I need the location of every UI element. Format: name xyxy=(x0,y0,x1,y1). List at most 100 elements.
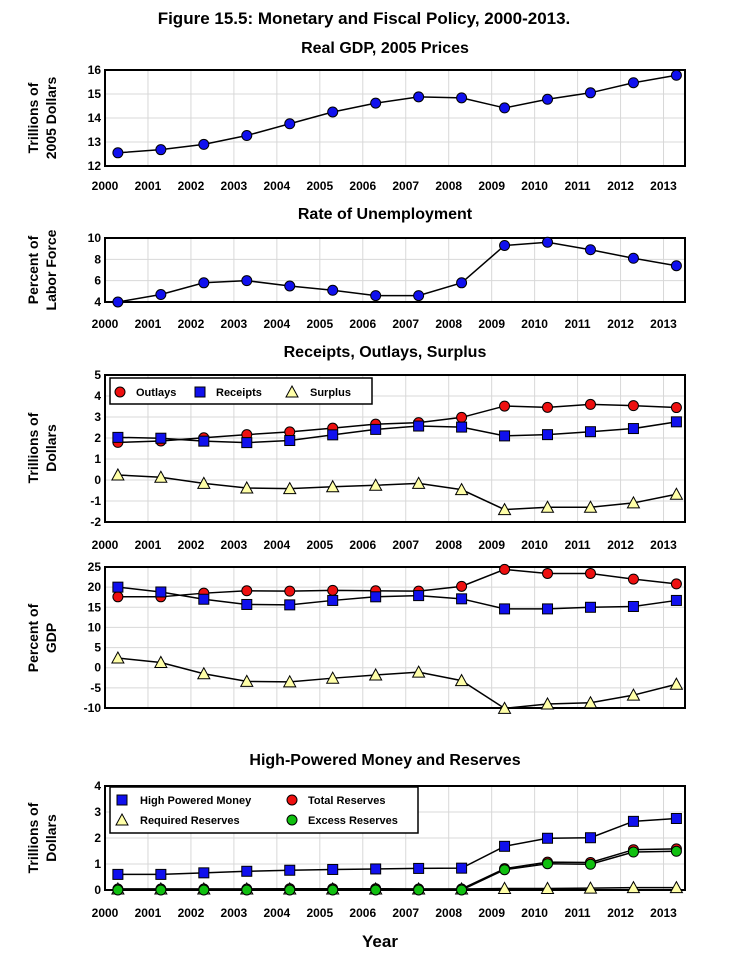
y-axis-label-line: Trillions of xyxy=(25,82,41,153)
data-point xyxy=(327,584,339,596)
data-point xyxy=(413,420,425,432)
data-point xyxy=(583,500,598,513)
y-tick-label: 0 xyxy=(94,473,101,487)
y-tick-label: 10 xyxy=(88,231,102,245)
x-tick-label: 2011 xyxy=(565,538,591,552)
data-point xyxy=(368,478,383,491)
data-point xyxy=(627,252,639,264)
y-axis-label: Percent of GDP xyxy=(25,603,59,672)
data-point xyxy=(284,280,296,292)
legend-box xyxy=(109,786,419,834)
data-point xyxy=(241,585,253,597)
x-tick-label: 2002 xyxy=(178,179,205,193)
data-point xyxy=(241,130,253,142)
data-point xyxy=(239,480,254,494)
data-point xyxy=(198,593,210,605)
y-tick-label: 15 xyxy=(88,600,102,614)
data-point xyxy=(499,102,511,114)
data-point xyxy=(112,884,124,896)
data-point xyxy=(627,423,639,435)
legend-label: Required Reserves xyxy=(140,815,240,827)
data-point xyxy=(327,863,339,875)
x-tick-label: 2005 xyxy=(306,538,333,552)
figure-title: Figure 15.5: Monetary and Fiscal Policy,… xyxy=(158,9,571,28)
data-point xyxy=(284,585,296,597)
legend-label: Surplus xyxy=(310,387,351,399)
x-tick-label: 2002 xyxy=(178,317,205,331)
x-tick-label: 2000 xyxy=(92,179,119,193)
y-axis-label-line: Labor Force xyxy=(43,229,59,310)
x-tick-label: 2005 xyxy=(306,317,333,331)
data-point xyxy=(241,275,253,287)
data-point xyxy=(669,487,684,500)
legend-marker xyxy=(286,794,298,806)
data-point xyxy=(499,864,511,876)
data-point xyxy=(542,429,554,441)
data-point xyxy=(327,594,339,606)
series-line-2 xyxy=(117,586,677,610)
data-point xyxy=(155,144,167,156)
y-tick-label: 1 xyxy=(94,452,101,466)
chart-title: Receipts, Outlays, Surplus xyxy=(284,344,487,361)
chart-panel-3: -2 -1 0 1 2 3 4 5 2000 2001 2002 2003 2004 2005 2006 20… xyxy=(25,344,686,552)
chart-title: Real GDP, 2005 Prices xyxy=(301,40,469,57)
y-tick-label: 8 xyxy=(94,252,101,266)
y-tick-label: 0 xyxy=(94,883,101,897)
data-point xyxy=(155,289,167,301)
data-point xyxy=(627,600,639,612)
y-tick-label: 20 xyxy=(88,580,102,594)
data-point xyxy=(670,845,682,857)
data-point xyxy=(368,667,383,681)
data-point xyxy=(542,401,554,413)
data-point xyxy=(327,284,339,296)
data-point xyxy=(370,97,382,109)
legend-label: Excess Reserves xyxy=(308,815,398,827)
y-axis-label: Trillions of Dollars xyxy=(25,412,59,483)
data-point xyxy=(670,578,682,590)
legend-box xyxy=(109,377,373,405)
y-tick-label: 14 xyxy=(88,111,102,125)
series-line-3 xyxy=(117,886,677,890)
plot-area xyxy=(105,238,685,302)
data-point xyxy=(627,573,639,585)
x-tick-label: 2013 xyxy=(650,538,677,552)
chart-panel-5: 0 1 2 3 4 2000 2001 2002 2003 2004 2005 2006 2007 200… xyxy=(25,752,686,920)
data-point xyxy=(584,87,596,99)
data-point xyxy=(456,862,468,874)
data-point xyxy=(112,868,124,880)
data-point xyxy=(284,599,296,611)
data-point xyxy=(198,435,210,447)
x-tick-label: 2010 xyxy=(521,906,548,920)
legend-marker xyxy=(194,386,206,398)
x-tick-label: 2000 xyxy=(92,317,119,331)
chart-panel-2: 4 6 8 10 2000 2001 2002 2003 2004 2005 2006 2007 200… xyxy=(25,206,686,331)
data-point xyxy=(584,858,596,870)
data-point xyxy=(112,147,124,159)
x-tick-label: 2008 xyxy=(435,317,462,331)
y-tick-label: 16 xyxy=(88,63,102,77)
data-point xyxy=(670,69,682,81)
data-point xyxy=(325,671,340,684)
data-point xyxy=(499,563,511,575)
y-tick-label: -1 xyxy=(90,494,101,508)
y-tick-label: 3 xyxy=(94,410,101,424)
plot-frame xyxy=(104,69,686,167)
data-point xyxy=(155,884,167,896)
data-point xyxy=(456,593,468,605)
x-tick-label: 2010 xyxy=(521,538,548,552)
y-axis-label-line: Percent of xyxy=(25,603,41,672)
data-point xyxy=(241,865,253,877)
x-tick-label: 2009 xyxy=(478,906,505,920)
y-tick-label: 13 xyxy=(88,135,102,149)
x-tick-label: 2011 xyxy=(565,906,591,920)
data-point xyxy=(155,868,167,880)
x-tick-label: 2007 xyxy=(392,179,419,193)
data-point xyxy=(584,398,596,410)
x-tick-label: 2009 xyxy=(478,538,505,552)
data-point xyxy=(284,435,296,447)
x-tick-label: 2001 xyxy=(135,906,162,920)
x-axis-label: Year xyxy=(362,932,398,951)
series-line-1 xyxy=(117,817,677,876)
data-point xyxy=(456,421,468,433)
